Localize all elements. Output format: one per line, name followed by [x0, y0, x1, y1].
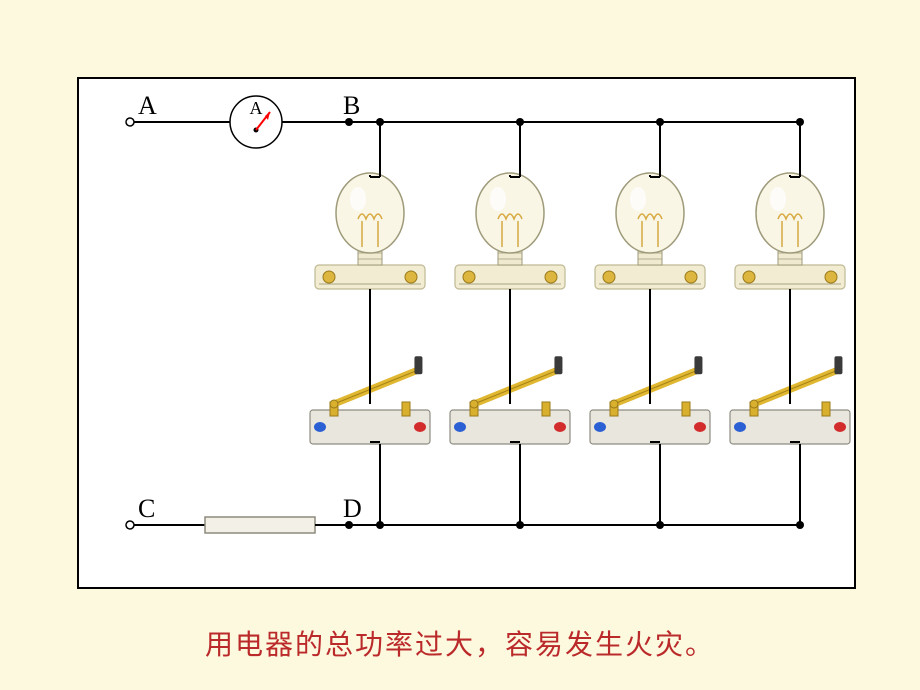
- circuit-svg: A A B C D: [0, 0, 920, 690]
- node-label-b: B: [343, 91, 360, 120]
- page-root: A A B C D 用电器的总功率过大，容易发生火灾。: [0, 0, 920, 690]
- bulb-glass: [616, 173, 684, 253]
- junction-d: [345, 521, 353, 529]
- junction-b: [345, 118, 353, 126]
- terminal-c: [126, 521, 134, 529]
- bulb-glass: [756, 173, 824, 253]
- node-label-a: A: [138, 91, 157, 120]
- node-label-d: D: [343, 494, 362, 523]
- terminal-a: [126, 118, 134, 126]
- fuse-icon: [205, 517, 315, 533]
- bulb-glass: [336, 173, 404, 253]
- node-label-c: C: [138, 494, 155, 523]
- diagram-frame: [78, 78, 855, 588]
- ammeter-label: A: [250, 98, 263, 118]
- caption-text: 用电器的总功率过大，容易发生火灾。: [0, 623, 920, 663]
- bulb-glass: [476, 173, 544, 253]
